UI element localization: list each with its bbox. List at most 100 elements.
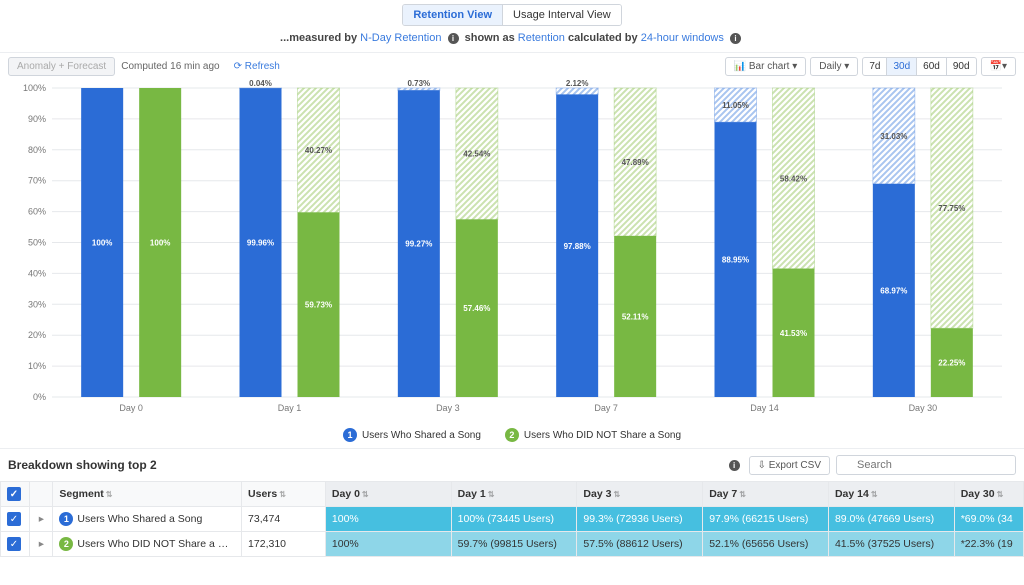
svg-text:80%: 80% [28,145,46,155]
col-day30[interactable]: Day 30⇅ [954,482,1023,507]
refresh-button[interactable]: ⟳ Refresh [226,58,288,75]
anomaly-forecast-button[interactable]: Anomaly + Forecast [8,57,115,76]
svg-text:2.12%: 2.12% [566,80,589,88]
svg-text:77.75%: 77.75% [938,204,965,213]
svg-text:88.95%: 88.95% [722,256,749,265]
tab-retention-view[interactable]: Retention View [403,5,502,25]
svg-text:Day 7: Day 7 [594,403,618,413]
measured-shown: shown as [465,32,515,44]
info-icon[interactable]: i [730,33,741,44]
value-cell: 100% [325,532,451,557]
col-users[interactable]: Users⇅ [242,482,326,507]
retention-chart: 0%10%20%30%40%50%60%70%80%90%100%Day 00%… [0,80,1024,425]
row-checkbox[interactable]: ✓ [1,532,30,557]
breakdown-toolbar: Breakdown showing top 2 i ⇩ Export CSV [0,448,1024,481]
svg-text:0.04%: 0.04% [249,80,272,88]
col-day3[interactable]: Day 3⇅ [577,482,703,507]
legend-item-2[interactable]: 2 Users Who DID NOT Share a Song [505,428,681,442]
svg-text:31.03%: 31.03% [880,132,907,141]
legend-label-1: Users Who Shared a Song [362,430,481,441]
range-90d[interactable]: 90d [946,58,976,75]
value-cell: *22.3% (19 [954,532,1023,557]
value-cell: 100% (73445 Users) [451,507,577,532]
select-all-checkbox[interactable]: ✓ [1,482,30,507]
svg-text:42.54%: 42.54% [463,150,490,159]
measured-calc: calculated by [568,32,638,44]
measured-retention[interactable]: Retention [518,32,565,44]
svg-text:70%: 70% [28,176,46,186]
segment-cell: 2Users Who DID NOT Share a Song [53,532,242,557]
value-cell: 89.0% (47669 Users) [828,507,954,532]
svg-text:100%: 100% [23,83,46,93]
svg-text:41.53%: 41.53% [780,329,807,338]
col-day0[interactable]: Day 0⇅ [325,482,451,507]
range-7d[interactable]: 7d [863,58,886,75]
col-day14[interactable]: Day 14⇅ [828,482,954,507]
measured-window[interactable]: 24-hour windows [641,32,724,44]
value-cell: 97.9% (66215 Users) [703,507,829,532]
chart-toolbar: Anomaly + Forecast Computed 16 min ago ⟳… [0,52,1024,80]
col-day1[interactable]: Day 1⇅ [451,482,577,507]
svg-text:Day 1: Day 1 [278,403,302,413]
svg-text:10%: 10% [28,361,46,371]
svg-text:97.88%: 97.88% [564,242,591,251]
chart-legend: 1 Users Who Shared a Song 2 Users Who DI… [0,425,1024,448]
info-icon[interactable]: i [448,33,459,44]
measured-prefix: ...measured by [280,32,357,44]
value-cell: 100% [325,507,451,532]
col-segment[interactable]: Segment⇅ [53,482,242,507]
table-row: ✓▸2Users Who DID NOT Share a Song172,310… [1,532,1024,557]
svg-text:30%: 30% [28,299,46,309]
svg-text:59.73%: 59.73% [305,301,332,310]
svg-text:Day 0: Day 0 [119,403,143,413]
segment-cell: 1Users Who Shared a Song [53,507,242,532]
legend-item-1[interactable]: 1 Users Who Shared a Song [343,428,481,442]
svg-text:22.25%: 22.25% [938,359,965,368]
value-cell: 52.1% (65656 Users) [703,532,829,557]
col-day7[interactable]: Day 7⇅ [703,482,829,507]
svg-text:11.05%: 11.05% [722,101,749,110]
users-cell: 172,310 [242,532,326,557]
svg-text:Day 30: Day 30 [909,403,938,413]
svg-text:68.97%: 68.97% [880,286,907,295]
svg-text:47.89%: 47.89% [622,158,649,167]
tab-usage-interval-view[interactable]: Usage Interval View [502,5,621,25]
value-cell: 59.7% (99815 Users) [451,532,577,557]
interval-button[interactable]: Daily ▾ [810,57,858,76]
search-input[interactable] [836,455,1016,475]
measured-nday[interactable]: N-Day Retention [360,32,441,44]
expand-row[interactable]: ▸ [30,507,53,532]
svg-text:0%: 0% [33,392,46,402]
svg-text:90%: 90% [28,114,46,124]
svg-text:58.42%: 58.42% [780,174,807,183]
row-checkbox[interactable]: ✓ [1,507,30,532]
svg-text:99.27%: 99.27% [405,240,432,249]
value-cell: 41.5% (37525 Users) [828,532,954,557]
svg-text:57.46%: 57.46% [463,304,490,313]
range-30d[interactable]: 30d [886,58,916,75]
chart-type-button[interactable]: 📊 Bar chart ▾ [725,57,807,76]
value-cell: 57.5% (88612 Users) [577,532,703,557]
date-picker-button[interactable]: 📅▾ [981,57,1016,76]
svg-text:40%: 40% [28,268,46,278]
legend-label-2: Users Who DID NOT Share a Song [524,430,681,441]
export-csv-button[interactable]: ⇩ Export CSV [749,456,830,475]
svg-text:20%: 20% [28,330,46,340]
svg-text:0.73%: 0.73% [407,80,430,88]
svg-text:100%: 100% [92,239,112,248]
svg-text:99.96%: 99.96% [247,239,274,248]
breakdown-title: Breakdown showing top 2 [8,458,157,472]
measurement-summary: ...measured by N-Day Retention i shown a… [0,28,1024,52]
computed-label: Computed 16 min ago [121,61,219,72]
value-cell: 99.3% (72936 Users) [577,507,703,532]
date-range-group: 7d30d60d90d [862,57,976,76]
table-row: ✓▸1Users Who Shared a Song73,474100%100%… [1,507,1024,532]
value-cell: *69.0% (34 [954,507,1023,532]
svg-text:40.27%: 40.27% [305,146,332,155]
info-icon[interactable]: i [729,460,740,471]
svg-text:52.11%: 52.11% [622,312,649,321]
svg-text:50%: 50% [28,238,46,248]
range-60d[interactable]: 60d [916,58,946,75]
expand-row[interactable]: ▸ [30,532,53,557]
svg-text:60%: 60% [28,207,46,217]
